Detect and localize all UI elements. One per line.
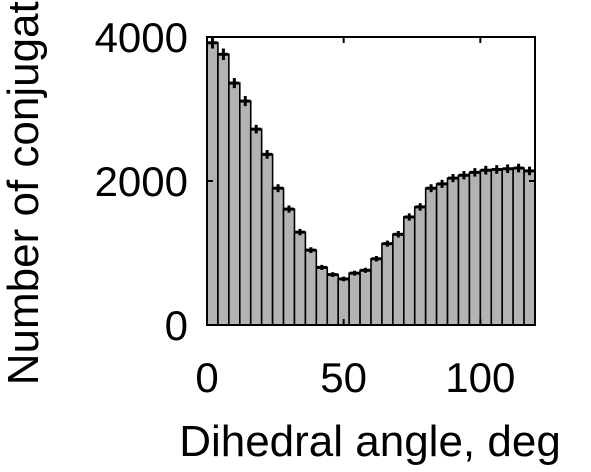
error-bar [218,48,229,61]
bar [501,167,514,326]
error-bar [360,267,371,273]
bar [381,242,394,326]
bar [435,183,449,326]
y-tick-label: 4000 [95,14,188,61]
error-bar [437,179,448,188]
error-bar [207,37,218,49]
error-bar [371,256,382,262]
error-bar [338,276,349,282]
error-bar [273,184,284,193]
bar [457,174,471,326]
bar [523,170,536,326]
error-bar [404,213,415,221]
bar [370,257,383,326]
error-bar [382,240,393,247]
bar [271,187,285,326]
bar [490,168,503,326]
bar [315,266,329,326]
bar [282,208,296,326]
bar [392,233,405,326]
bar [424,187,438,326]
error-bar [491,165,502,174]
y-tick-label: 0 [165,302,188,349]
error-bar [284,205,294,213]
error-bar [480,165,491,175]
bar [337,278,350,326]
bar [468,171,482,326]
y-tick-label: 2000 [95,158,188,205]
error-bar [240,96,251,107]
x-tick-label: 100 [445,354,515,401]
bar [413,206,427,326]
error-bar [305,247,316,253]
x-tick-label: 0 [195,354,218,401]
error-bar [294,228,305,236]
x-tick-label: 50 [320,354,367,401]
error-bar [415,203,426,211]
bar [359,269,372,326]
error-bar [229,78,240,89]
x-axis-label: Dihedral angle, deg [179,417,561,466]
error-bars-layer [207,37,535,282]
bar [348,272,361,326]
error-bar [316,264,327,270]
bar [206,41,219,326]
bar [249,128,263,326]
error-bar [524,166,535,176]
bar [326,273,339,326]
error-bar [327,272,338,277]
bar [239,100,252,326]
bar [228,82,241,326]
bars-layer [206,41,536,326]
error-bar [502,164,513,174]
bar [402,216,416,326]
bar [512,167,525,326]
error-bar [393,231,404,238]
bar [217,53,230,326]
bar [446,177,460,326]
y-axis: 0 2000 4000 [95,14,535,349]
bar [260,153,274,326]
error-bar [262,150,273,159]
bar [293,231,307,326]
x-axis: 0 50 100 [195,37,515,401]
y-axis-label: Number of conjugates [0,0,48,385]
error-bar [448,174,458,183]
error-bar [426,184,437,193]
bar [304,249,318,326]
error-bar [458,171,469,180]
error-bar [349,270,360,276]
error-bar [513,163,524,173]
bar [479,169,493,326]
error-bar [469,168,480,177]
error-bar [251,124,262,134]
